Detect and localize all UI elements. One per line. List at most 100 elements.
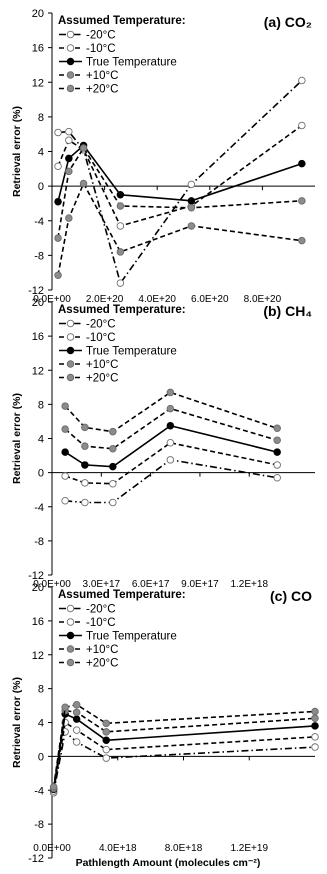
series-line-2 <box>57 144 303 202</box>
data-point <box>81 498 89 507</box>
data-point <box>102 719 110 728</box>
data-point <box>109 462 117 471</box>
y-tick-label: 8 <box>38 112 44 124</box>
y-tick-label: -12 <box>28 285 44 297</box>
legend-entry: -20°C <box>86 30 116 42</box>
x-tick-label: 3.0E+17 <box>83 579 121 590</box>
y-tick-label: 16 <box>32 616 44 628</box>
data-point <box>81 479 89 487</box>
data-point <box>116 248 125 256</box>
x-tick-label: 0.0E+00 <box>33 579 71 590</box>
y-tick-label: 20 <box>32 8 44 20</box>
y-tick-label: 4 <box>38 718 44 730</box>
data-point <box>61 703 69 712</box>
data-point <box>116 191 125 199</box>
legend-swatch-marker <box>66 360 75 368</box>
data-point <box>273 473 281 482</box>
series-line-0 <box>57 79 303 285</box>
data-point <box>166 388 175 397</box>
data-point <box>79 179 88 188</box>
legend-entry: -10°C <box>86 43 116 55</box>
data-point <box>65 136 73 144</box>
data-point <box>72 715 81 723</box>
x-tick-label: 0.0E+00 <box>33 843 71 854</box>
legend-entry: True Temperature <box>86 57 177 69</box>
series-line-4 <box>57 181 303 276</box>
legend-swatch-marker <box>66 658 75 667</box>
data-point <box>109 498 117 507</box>
legend-entry: -20°C <box>86 604 116 616</box>
data-point <box>72 708 81 717</box>
data-point <box>54 197 62 206</box>
legend-entry: -10°C <box>86 332 116 344</box>
data-point <box>116 202 125 210</box>
x-tick-label: 8.0E+20 <box>244 294 282 305</box>
data-point <box>109 444 117 453</box>
y-tick-label: 0 <box>38 181 44 193</box>
y-tick-label: -8 <box>34 819 44 831</box>
legend-title: Assumed Temperature: <box>58 15 186 27</box>
legend-swatch-marker <box>66 30 75 39</box>
x-tick-label: 8.0E+18 <box>165 843 203 854</box>
y-tick-label: 8 <box>38 684 44 696</box>
data-point <box>311 733 319 741</box>
y-tick-label: 16 <box>32 43 44 55</box>
legend-entry: True Temperature <box>86 631 177 643</box>
legend-swatch-marker <box>66 645 75 653</box>
legend-title: Assumed Temperature: <box>58 304 186 316</box>
data-point <box>187 180 196 189</box>
x-axis-title: Pathlength Amount (molecules cm⁻²) <box>76 857 261 869</box>
legend-entry: +10°C <box>86 70 118 82</box>
data-point <box>298 76 306 85</box>
data-point <box>61 402 69 410</box>
data-point <box>54 234 62 242</box>
y-axis-title: Retrieval error (%) <box>11 393 23 484</box>
data-point <box>54 162 62 170</box>
data-point <box>311 722 319 730</box>
data-point <box>102 728 110 736</box>
legend-entry: +20°C <box>86 658 118 670</box>
chart-title: (c) CO <box>270 588 312 604</box>
legend-swatch-marker <box>66 84 75 93</box>
data-point <box>61 448 69 456</box>
legend-swatch-marker <box>66 44 75 52</box>
series-line-1 <box>57 124 303 227</box>
x-tick-label: 4.0E+20 <box>138 294 176 305</box>
data-point <box>65 214 73 222</box>
y-tick-label: 4 <box>38 147 44 159</box>
data-point <box>273 424 281 433</box>
data-point <box>298 197 306 205</box>
data-point <box>311 714 319 723</box>
legend-entry: -10°C <box>86 617 116 629</box>
data-point <box>166 439 175 447</box>
legend-entry: -20°C <box>86 319 116 331</box>
y-tick-label: -4 <box>34 216 44 228</box>
data-point <box>298 159 306 168</box>
y-tick-label: 12 <box>32 365 44 377</box>
legend-entry: True Temperature <box>86 346 177 358</box>
y-tick-label: 0 <box>38 468 44 480</box>
x-tick-label: 9.0E+17 <box>181 579 219 590</box>
data-point <box>65 167 73 176</box>
data-point <box>187 197 196 205</box>
y-tick-label: 12 <box>32 650 44 662</box>
y-tick-label: -4 <box>34 785 44 797</box>
x-tick-label: 1.2E+19 <box>230 843 268 854</box>
data-point <box>166 456 175 464</box>
data-point <box>273 461 281 469</box>
x-tick-label: 6.0E+17 <box>132 579 170 590</box>
y-tick-label: -8 <box>34 536 44 548</box>
y-tick-label: -12 <box>28 570 44 582</box>
y-tick-label: 20 <box>32 582 44 594</box>
data-point <box>273 448 281 456</box>
legend-entry: +10°C <box>86 359 118 371</box>
data-point <box>72 700 81 709</box>
data-point <box>109 479 117 488</box>
y-axis-title: Retrieval error (%) <box>11 677 23 768</box>
legend-entry: +10°C <box>86 644 118 656</box>
data-point <box>102 736 110 745</box>
data-point <box>79 144 88 152</box>
data-point <box>54 128 62 137</box>
